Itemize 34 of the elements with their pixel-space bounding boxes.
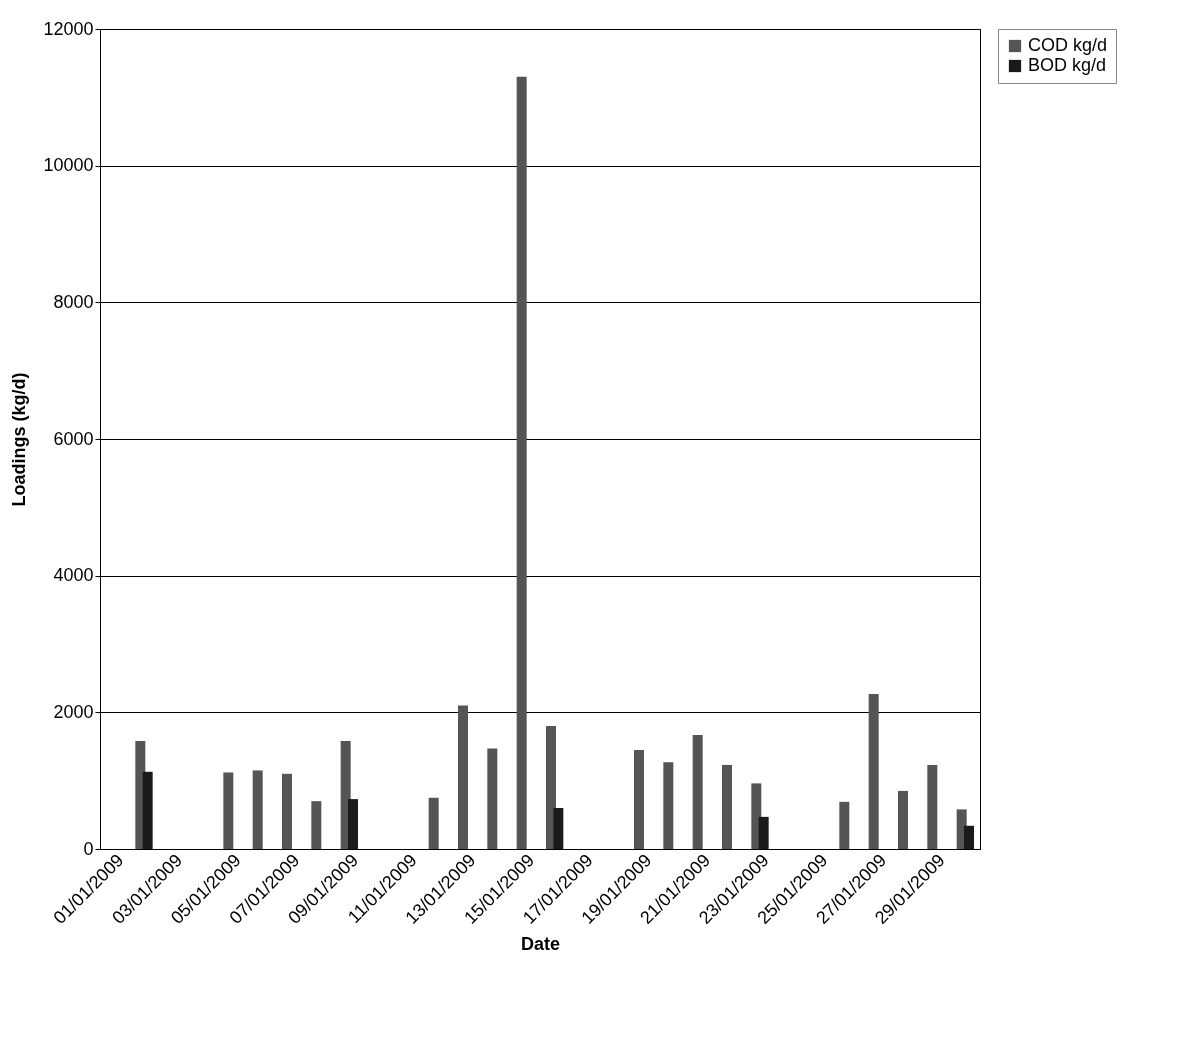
- bar: [252, 770, 263, 849]
- bar: [722, 764, 732, 849]
- bar: [758, 816, 769, 849]
- y-tick-label: 6000: [53, 428, 94, 449]
- bar: [546, 726, 556, 849]
- bar: [839, 801, 850, 849]
- y-tick-label: 12000: [43, 18, 94, 39]
- bar: [428, 797, 439, 849]
- bar: [142, 771, 153, 849]
- bar: [223, 772, 234, 849]
- bar: [458, 705, 468, 849]
- bar: [348, 799, 358, 849]
- y-tick-label: 0: [83, 838, 94, 859]
- bar: [964, 825, 974, 849]
- y-tick-label: 10000: [43, 155, 94, 176]
- bar: [751, 783, 762, 849]
- bar: [487, 748, 498, 849]
- y-tick-label: 4000: [53, 565, 94, 586]
- bar: [282, 773, 292, 849]
- legend-label: BOD kg/d: [1028, 55, 1107, 75]
- bar: [516, 76, 527, 849]
- bar: [553, 808, 564, 849]
- x-axis-title: Date: [520, 933, 561, 954]
- bar: [927, 764, 938, 849]
- legend-label: COD kg/d: [1028, 35, 1108, 55]
- bar: [663, 762, 674, 849]
- bar: [634, 749, 644, 849]
- bar: [311, 801, 322, 849]
- y-tick-label: 2000: [53, 701, 94, 722]
- y-axis-title: Loadings (kg/d): [9, 372, 30, 507]
- bar: [868, 693, 879, 849]
- bar: [898, 790, 908, 849]
- y-tick-label: 8000: [53, 291, 94, 312]
- bar: [692, 734, 703, 849]
